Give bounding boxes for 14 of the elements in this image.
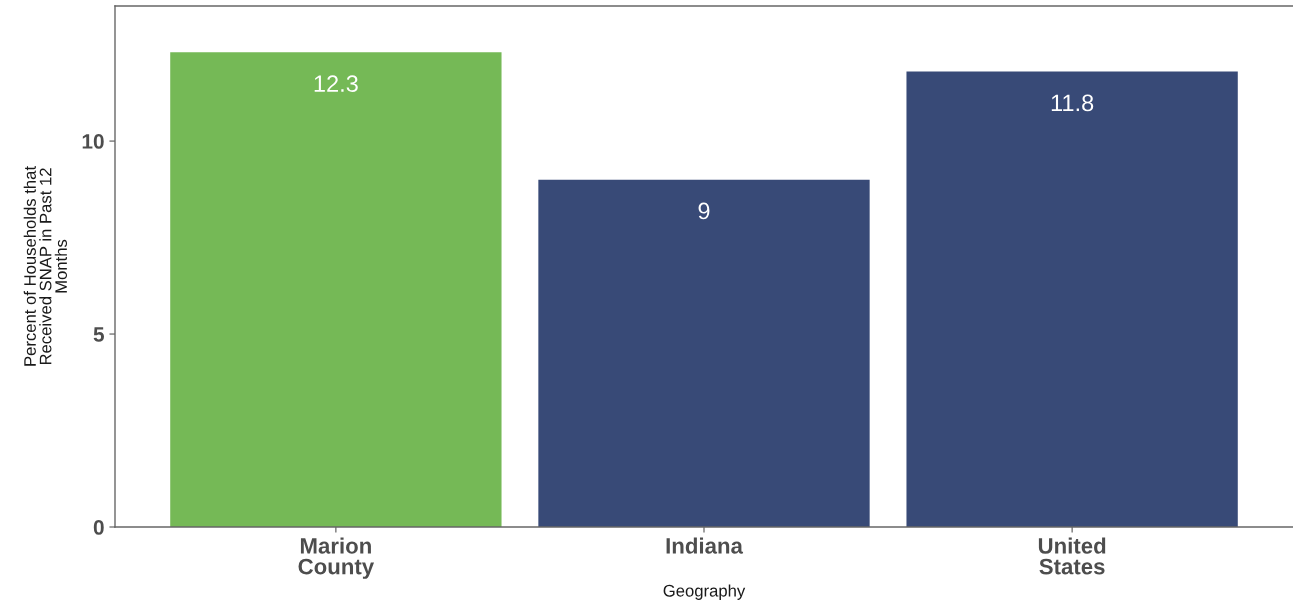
x-tick-label: United States <box>1038 537 1106 575</box>
data-label: 9 <box>698 202 710 220</box>
bar <box>906 71 1238 527</box>
bar <box>170 52 502 527</box>
y-tick-label: 5 <box>93 327 104 342</box>
data-label: 11.8 <box>1051 94 1094 112</box>
y-tick-label: 10 <box>82 134 104 149</box>
y-tick-label: 0 <box>93 520 104 535</box>
x-tick-label: Marion County <box>298 537 375 579</box>
bar <box>538 179 870 527</box>
data-label: 12.3 <box>314 75 358 92</box>
x-tick-label: Indiana <box>666 537 744 554</box>
x-axis-title: Geography <box>663 584 746 600</box>
y-axis-title: Percent of Households that Received SNAP in Past 12 Months <box>23 166 68 366</box>
